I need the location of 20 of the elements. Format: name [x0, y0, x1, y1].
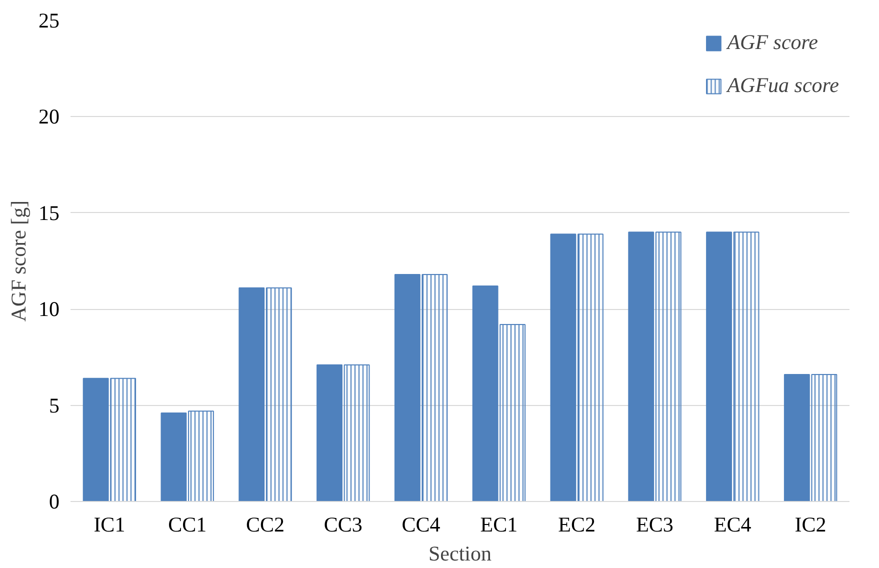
x-tick-label: CC4: [402, 512, 441, 536]
x-axis-title: Section: [428, 542, 492, 566]
x-tick-label: IC1: [94, 512, 126, 536]
x-tick-label: EC3: [636, 512, 674, 536]
x-tick-label: EC4: [714, 512, 752, 536]
x-tick-label: EC1: [480, 512, 518, 536]
x-tick-label: EC2: [558, 512, 596, 536]
y-tick-label: 0: [49, 490, 60, 514]
y-axis-title: AGF score [g]: [6, 200, 30, 322]
legend-label: AGF score: [727, 30, 818, 55]
x-tick-label: CC3: [324, 512, 362, 536]
y-tick-label: 20: [38, 104, 60, 129]
x-tick-label: IC2: [794, 512, 826, 536]
y-tick-label: 25: [38, 8, 60, 32]
y-tick-label: 10: [38, 297, 60, 322]
legend-label: AGFua score: [727, 73, 839, 98]
y-tick-label: 5: [49, 393, 60, 418]
y-tick-label: 15: [38, 200, 60, 225]
x-tick-label: CC2: [246, 512, 285, 536]
x-tick-label: CC1: [168, 512, 207, 536]
